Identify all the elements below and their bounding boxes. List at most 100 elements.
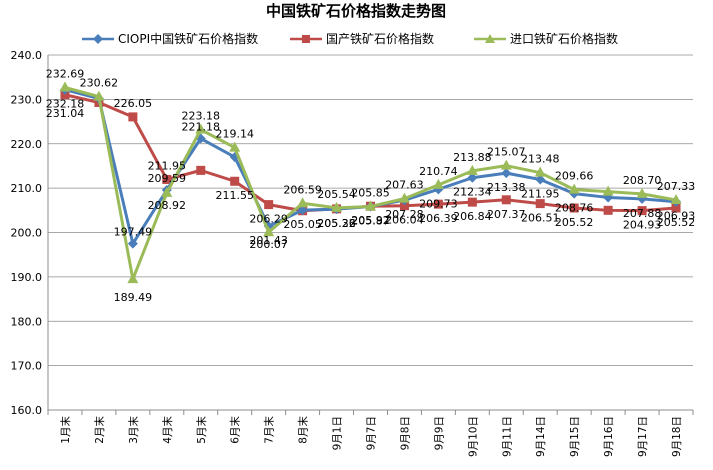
data-point xyxy=(162,174,172,184)
data-label: 206.04 xyxy=(385,214,424,227)
data-label: 208.92 xyxy=(148,199,187,212)
legend-item-import: 进口铁矿石价格指数 xyxy=(474,31,618,46)
data-point xyxy=(602,185,614,196)
data-label: 213.88 xyxy=(453,151,492,164)
data-label: 231.04 xyxy=(46,107,85,120)
legend-item-ciopi: CIOPI中国铁矿石价格指数 xyxy=(82,31,258,46)
data-label: 213.48 xyxy=(521,153,560,166)
data-labels: 232.18 197.49 209.59 221.18 201.43 205.05 205.… xyxy=(46,67,696,304)
data-label: 211.55 xyxy=(215,189,254,202)
data-point xyxy=(603,205,613,215)
data-label: 207.88 xyxy=(623,207,662,220)
x-tick-label: 6月末 xyxy=(229,416,242,444)
data-label: 207.33 xyxy=(657,180,696,193)
y-tick-label: 210.0 xyxy=(11,182,43,195)
data-point xyxy=(637,206,647,216)
data-label: 205.05 xyxy=(283,218,322,231)
chart-title: 中国铁矿石价格指数走势图 xyxy=(266,2,446,20)
data-point xyxy=(501,195,511,205)
data-point xyxy=(535,174,546,185)
y-tick-label: 220.0 xyxy=(11,138,43,151)
data-point xyxy=(432,178,444,189)
data-point xyxy=(60,90,70,100)
y-tick-label: 180.0 xyxy=(11,315,43,328)
series-2 xyxy=(59,81,682,284)
data-point xyxy=(365,200,376,211)
x-tick-label: 9月16日 xyxy=(603,416,615,457)
data-label: 197.49 xyxy=(114,226,153,239)
data-label: 189.49 xyxy=(114,291,153,304)
data-label: 206.29 xyxy=(249,213,288,226)
data-point xyxy=(433,199,443,209)
data-label: 226.05 xyxy=(114,97,153,110)
legend-label-ciopi: CIOPI中国铁矿石价格指数 xyxy=(118,31,258,46)
data-point xyxy=(569,203,579,213)
data-point xyxy=(196,165,206,175)
x-tick-label: 9月11日 xyxy=(501,416,513,457)
x-tick-label: 9月9日 xyxy=(433,416,445,450)
data-point xyxy=(331,201,343,212)
x-tick-label: 9月8日 xyxy=(399,416,411,450)
x-tick-label: 9月1日 xyxy=(332,416,344,450)
data-label: 206.84 xyxy=(453,210,492,223)
data-label: 232.69 xyxy=(46,67,85,80)
data-label: 209.73 xyxy=(419,197,458,210)
data-point xyxy=(128,112,138,122)
x-tick-label: 3月末 xyxy=(127,416,140,444)
data-label: 230.62 xyxy=(80,77,119,90)
data-point xyxy=(467,172,478,183)
x-tick-label: 4月末 xyxy=(161,416,174,444)
legend-marker-ciopi xyxy=(93,34,103,44)
data-label: 209.59 xyxy=(148,172,187,185)
data-label: 205.92 xyxy=(351,214,390,227)
x-tick-label: 5月末 xyxy=(195,416,208,444)
data-label: 221.18 xyxy=(182,121,221,134)
y-axis: 160.0 170.0 180.0 190.0 200.0 210.0 220.0 230.0… xyxy=(11,49,49,417)
data-label: 205.52 xyxy=(555,216,594,229)
data-label: 213.38 xyxy=(487,181,526,194)
x-tick-label: 9月15日 xyxy=(569,416,581,457)
x-tick-label: 2月末 xyxy=(93,416,106,444)
x-tick-label: 7月末 xyxy=(263,416,276,444)
data-label: 219.14 xyxy=(215,128,254,141)
data-point xyxy=(127,273,139,284)
data-point xyxy=(264,200,274,210)
data-point xyxy=(59,81,71,92)
data-point xyxy=(399,201,409,211)
legend-marker-domestic xyxy=(302,35,310,43)
y-tick-label: 240.0 xyxy=(11,49,43,62)
data-point xyxy=(398,192,410,203)
data-label: 206.39 xyxy=(419,212,458,225)
data-label: 205.87 xyxy=(351,214,390,227)
x-tick-label: 9月10日 xyxy=(467,416,479,457)
y-tick-label: 160.0 xyxy=(11,404,43,417)
data-label: 208.70 xyxy=(623,174,662,187)
x-tick-label: 1月末 xyxy=(59,416,72,444)
data-label: 207.37 xyxy=(487,208,526,221)
data-label: 232.18 xyxy=(46,98,85,111)
data-point xyxy=(467,197,477,207)
x-tick-label: 9月18日 xyxy=(671,416,683,457)
data-label: 204.93 xyxy=(623,219,662,232)
data-label: 201.43 xyxy=(249,234,288,247)
data-point xyxy=(535,199,545,209)
data-point xyxy=(195,123,207,134)
data-label: 223.18 xyxy=(182,110,221,123)
legend: CIOPI中国铁矿石价格指数 国产铁矿石价格指数 进口铁矿石价格指数 xyxy=(82,31,618,46)
y-tick-label: 230.0 xyxy=(11,93,43,106)
series-layer xyxy=(59,81,682,284)
data-point xyxy=(671,203,681,213)
data-label: 200.07 xyxy=(249,238,288,251)
data-label: 207.63 xyxy=(385,179,424,192)
data-point xyxy=(263,226,275,237)
x-tick-label: 8月末 xyxy=(297,416,310,444)
data-label: 206.51 xyxy=(521,212,560,225)
data-point xyxy=(93,90,105,101)
x-tick-label: 9月7日 xyxy=(366,416,378,450)
data-label: 211.95 xyxy=(148,159,187,172)
data-point xyxy=(127,238,138,249)
data-label: 206.59 xyxy=(283,183,322,196)
y-tick-label: 200.0 xyxy=(11,227,43,240)
data-point xyxy=(500,159,512,170)
data-label: 205.85 xyxy=(351,187,390,200)
